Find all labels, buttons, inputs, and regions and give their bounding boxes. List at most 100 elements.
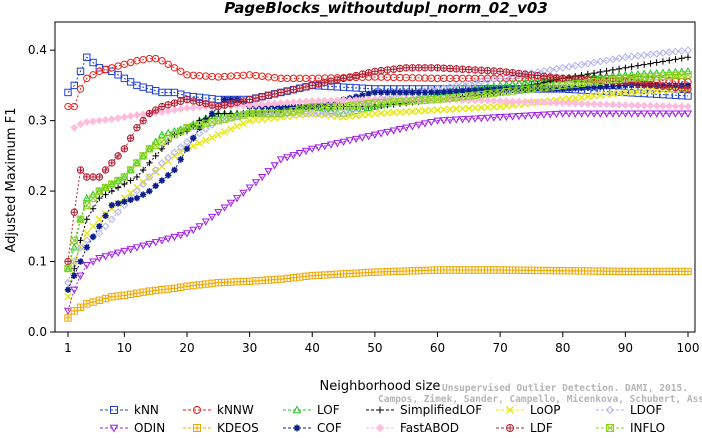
- data-point: [315, 80, 322, 88]
- series-kdeos: [64, 266, 692, 322]
- data-point: [634, 62, 642, 69]
- data-point: [239, 111, 248, 119]
- data-point: [183, 123, 191, 132]
- data-point: [428, 64, 435, 71]
- data-point: [176, 143, 185, 151]
- y-tick-label: 0.2: [28, 184, 47, 198]
- data-point: [170, 64, 179, 72]
- data-point: [108, 159, 116, 167]
- data-point: [390, 89, 397, 96]
- x-tick-label: 10: [117, 341, 132, 355]
- data-point: [146, 159, 153, 167]
- data-point: [496, 114, 505, 122]
- data-point: [208, 118, 216, 126]
- data-point: [621, 101, 630, 110]
- data-point: [221, 101, 228, 109]
- data-point: [215, 103, 222, 110]
- data-point: [458, 116, 467, 124]
- data-point: [133, 124, 141, 131]
- series-odin: [63, 110, 693, 316]
- data-point: [358, 100, 367, 109]
- watermark-line-1: Unsupervised Outlier Detection. DAMI, 20…: [442, 383, 688, 394]
- data-point: [502, 266, 511, 274]
- data-point: [445, 116, 455, 125]
- data-point: [420, 120, 430, 128]
- data-point: [96, 173, 103, 181]
- data-point: [633, 110, 642, 118]
- data-point: [396, 267, 404, 275]
- legend-item-cof: COF: [283, 421, 342, 435]
- data-point: [483, 114, 492, 123]
- data-point: [339, 138, 348, 147]
- data-point: [283, 103, 291, 110]
- data-point: [95, 186, 104, 195]
- data-point: [653, 59, 660, 66]
- data-point: [583, 110, 592, 118]
- data-point: [471, 66, 479, 74]
- data-point: [627, 110, 636, 118]
- data-point: [433, 266, 442, 274]
- series-line: [67, 88, 689, 297]
- data-point: [296, 85, 303, 92]
- data-point: [383, 267, 392, 276]
- data-point: [193, 406, 201, 414]
- data-point: [302, 103, 310, 110]
- data-point: [358, 101, 367, 110]
- data-point: [114, 184, 122, 191]
- data-point: [672, 84, 679, 91]
- series-line: [67, 269, 688, 319]
- data-point: [606, 424, 614, 432]
- data-point: [176, 232, 185, 240]
- series-line: [67, 70, 689, 269]
- data-point: [345, 106, 354, 115]
- data-point: [502, 102, 511, 110]
- data-point: [89, 190, 98, 198]
- data-point: [183, 96, 191, 103]
- data-point: [477, 266, 486, 274]
- data-point: [77, 258, 84, 265]
- data-point: [283, 109, 292, 118]
- data-point: [101, 294, 110, 303]
- data-point: [176, 148, 185, 157]
- data-point: [665, 102, 674, 111]
- data-point: [95, 296, 104, 304]
- chart-title: PageBlocks_withoutdupl_norm_02_v03: [224, 0, 548, 17]
- data-point: [640, 51, 649, 60]
- data-point: [108, 201, 116, 209]
- data-point: [89, 258, 98, 266]
- data-point: [132, 111, 141, 119]
- data-point: [496, 68, 504, 75]
- data-point: [684, 71, 692, 79]
- data-point: [89, 117, 97, 126]
- data-point: [584, 78, 592, 87]
- data-point: [70, 257, 79, 266]
- data-point: [202, 136, 210, 145]
- data-point: [265, 92, 272, 99]
- data-point: [151, 86, 160, 95]
- data-point: [152, 152, 159, 160]
- data-point: [627, 88, 636, 96]
- data-point: [421, 89, 429, 96]
- legend-label: KDEOS: [217, 421, 259, 434]
- data-point: [440, 88, 447, 96]
- data-point: [207, 213, 217, 222]
- series-layer: [63, 46, 693, 322]
- data-point: [132, 244, 141, 252]
- data-point: [76, 166, 85, 174]
- data-point: [126, 166, 135, 174]
- data-point: [352, 135, 361, 144]
- data-point: [577, 60, 586, 69]
- data-point: [596, 91, 605, 100]
- legend-item-odin: ODIN: [100, 421, 165, 435]
- data-point: [471, 115, 480, 123]
- data-point: [89, 205, 97, 212]
- data-point: [658, 110, 667, 118]
- data-point: [627, 267, 636, 276]
- data-point: [107, 179, 116, 188]
- data-point: [358, 269, 367, 277]
- data-point: [133, 289, 141, 297]
- x-tick-label: 80: [555, 341, 570, 355]
- data-point: [603, 67, 610, 75]
- data-point: [158, 108, 166, 117]
- data-point: [477, 90, 486, 99]
